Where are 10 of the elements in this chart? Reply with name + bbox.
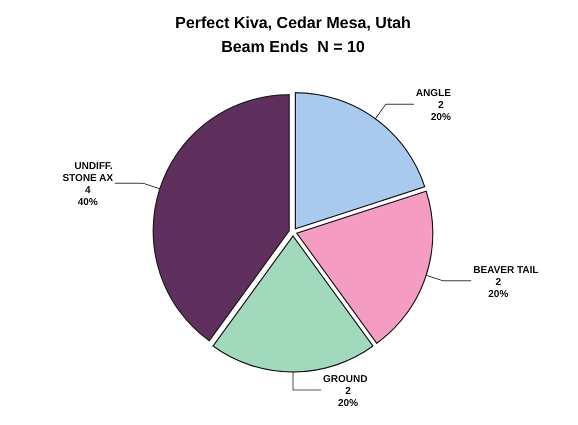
data-label: 2 20% [338, 386, 358, 409]
slice-label: UNDIFF. STONE AX [62, 161, 114, 184]
data-label: 4 40% [78, 185, 98, 208]
data-label: 2 20% [488, 276, 508, 300]
slice-label: ANGLE [416, 88, 452, 100]
chart-subtitle: Beam Ends N = 10 [221, 39, 365, 56]
slice-label: GROUND [323, 374, 368, 385]
chart-title: Perfect Kiva, Cedar Mesa, Utah [175, 15, 411, 32]
data-label: 2 20% [430, 100, 451, 124]
slice-label: BEAVER TAIL [473, 264, 538, 276]
